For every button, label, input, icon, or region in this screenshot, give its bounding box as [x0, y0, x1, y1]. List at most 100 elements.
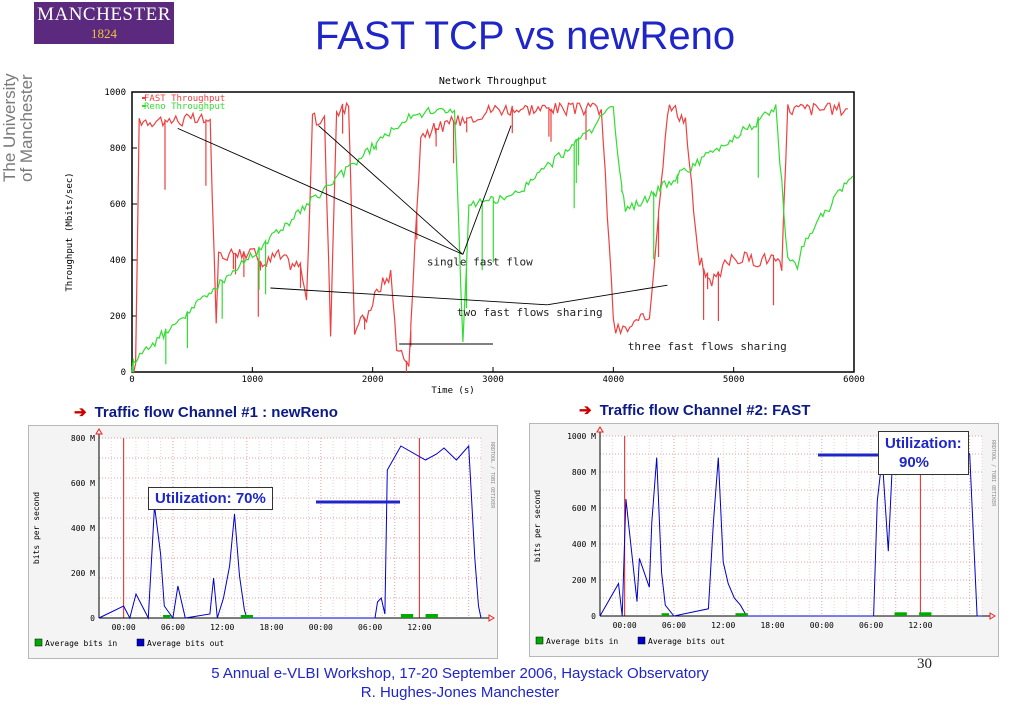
annotation-two: two fast flows sharing: [457, 306, 603, 319]
legend-swatch-in: [34, 638, 43, 647]
y-axis-title: bits per second: [32, 492, 41, 564]
university-logo: MANCHESTER 1824: [34, 2, 174, 44]
slide-title: FAST TCP vs newReno: [314, 14, 736, 58]
series-line: [131, 104, 854, 373]
x-tick-label: 06:00: [859, 621, 883, 630]
x-tick-label: 00:00: [810, 621, 834, 630]
x-axis-title: Time (s): [431, 386, 474, 396]
x-tick-label: 12:00: [711, 621, 735, 630]
y-tick-label: 200 M: [71, 569, 95, 578]
y-axis-title: bits per second: [533, 490, 542, 562]
x-tick-label: 2000: [362, 375, 384, 385]
x-tick-label: 5000: [723, 375, 745, 385]
annotation-line: [318, 125, 464, 255]
series-line: [131, 100, 849, 375]
series-bar: [240, 615, 254, 618]
annotation-line: [270, 287, 548, 306]
legend-label-in: Average bits in: [546, 637, 618, 646]
y-tick-label: 600: [110, 200, 126, 210]
series-bits-in: [661, 612, 932, 616]
y-tick-label: 200 M: [572, 576, 596, 585]
y-tick-label: 400: [110, 256, 126, 266]
y-axis-arrow: [95, 428, 103, 435]
legend-label: FAST Throughput: [144, 94, 225, 104]
logo-year: 1824: [91, 26, 117, 41]
annotation-line: [177, 127, 464, 255]
series-bar: [163, 615, 171, 618]
channel2-caption-text: Traffic flow Channel #2: FAST: [599, 402, 811, 419]
y-axis-arrow: [596, 426, 604, 433]
utilization-label-2: Utilization: 90%: [878, 431, 969, 475]
channel2-caption: ➔ Traffic flow Channel #2: FAST: [579, 401, 810, 419]
annotation-three: three fast flows sharing: [628, 340, 787, 353]
chart-title: Network Throughput: [439, 76, 547, 87]
x-axis-arrow: [989, 612, 996, 620]
page-number: 30: [917, 656, 932, 672]
legend-label-in: Average bits in: [45, 639, 117, 648]
legend-label-out: Average bits out: [147, 639, 224, 648]
y-tick-label: 1000: [104, 88, 126, 98]
legend-label-out: Average bits out: [648, 637, 725, 646]
rrd-side-label: RRDTOOL / TOBI OETIKER: [489, 442, 495, 509]
utilization-label-2-line1: Utilization:: [885, 435, 962, 452]
arrow-icon: ➔: [74, 404, 87, 421]
logo-name: MANCHESTER: [37, 4, 171, 25]
throughput-chart: Network Throughput 0 200 400 600 800 1000 0 1000…: [65, 76, 865, 396]
x-tick-label: 06:00: [662, 621, 686, 630]
series-bits-in: [163, 614, 438, 618]
y-tick-label: 600 M: [572, 504, 596, 513]
footer: 5 Annual e-VLBI Workshop, 17-20 Septembe…: [130, 664, 790, 702]
y-tick-label: 800 M: [71, 434, 95, 443]
x-tick-label: 12:00: [407, 623, 431, 632]
x-tick-label: 06:00: [358, 623, 382, 632]
legend-swatch-out: [136, 638, 145, 647]
utilization-label-1: Utilization: 70%: [148, 487, 273, 510]
x-tick-label: 00:00: [112, 623, 136, 632]
series-line: [98, 444, 482, 620]
y-tick-label: 800: [110, 144, 126, 154]
x-tick-label: 06:00: [161, 623, 185, 632]
series-bar: [735, 613, 748, 616]
y-tick-label: 0: [90, 614, 95, 623]
annotation-line: [547, 284, 668, 306]
y-tick-label: 400 M: [572, 540, 596, 549]
footer-line1: 5 Annual e-VLBI Workshop, 17-20 Septembe…: [211, 665, 709, 682]
channel1-caption: ➔ Traffic flow Channel #1 : newReno: [74, 403, 338, 421]
series-bar: [400, 614, 414, 618]
annotation-line: [462, 125, 512, 255]
x-tick-label: 00:00: [613, 621, 637, 630]
x-tick-label: 4000: [602, 375, 624, 385]
series-bar: [919, 612, 932, 616]
utilization-label-2-line2: 90%: [899, 454, 930, 471]
series-bits-out: [98, 444, 482, 620]
y-tick-label: 0: [121, 368, 126, 378]
y-tick-label: 200: [110, 312, 126, 322]
series-bar: [425, 614, 438, 618]
x-tick-label: 6000: [843, 375, 865, 385]
channel1-caption-text: Traffic flow Channel #1 : newReno: [94, 404, 338, 421]
arrow-icon: ➔: [579, 402, 592, 419]
y-tick-label: 0: [591, 612, 596, 621]
y-tick-label: 400 M: [71, 524, 95, 533]
x-tick-label: 18:00: [760, 621, 784, 630]
series-bar: [894, 612, 907, 616]
series-bar: [661, 613, 670, 616]
annotation-single: single fast flow: [427, 256, 533, 269]
series-reno: [131, 104, 854, 373]
x-tick-label: 12:00: [210, 623, 234, 632]
x-tick-label: 0: [129, 375, 134, 385]
x-tick-label: 12:00: [908, 621, 932, 630]
legend-swatch-out: [637, 636, 646, 645]
legend-swatch-in: [535, 636, 544, 645]
y-tick-label: 800 M: [572, 468, 596, 477]
y-axis-title: Throughput (Mbits/sec): [65, 172, 75, 291]
channel1-graph: 0 200 M 400 M 600 M 800 M 00:00 06:00 12:00 18:0…: [28, 425, 498, 659]
x-axis-arrow: [488, 614, 495, 622]
y-tick-label: 1000 M: [567, 432, 596, 441]
channel1-chart: 0 200 M 400 M 600 M 800 M 00:00 06:00 12:00 18:0…: [32, 428, 495, 648]
x-tick-label: 1000: [241, 375, 263, 385]
y-tick-label: 600 M: [71, 479, 95, 488]
legend-label: Reno Throughput: [144, 102, 225, 112]
footer-line2: R. Hughes-Jones Manchester: [360, 684, 560, 701]
